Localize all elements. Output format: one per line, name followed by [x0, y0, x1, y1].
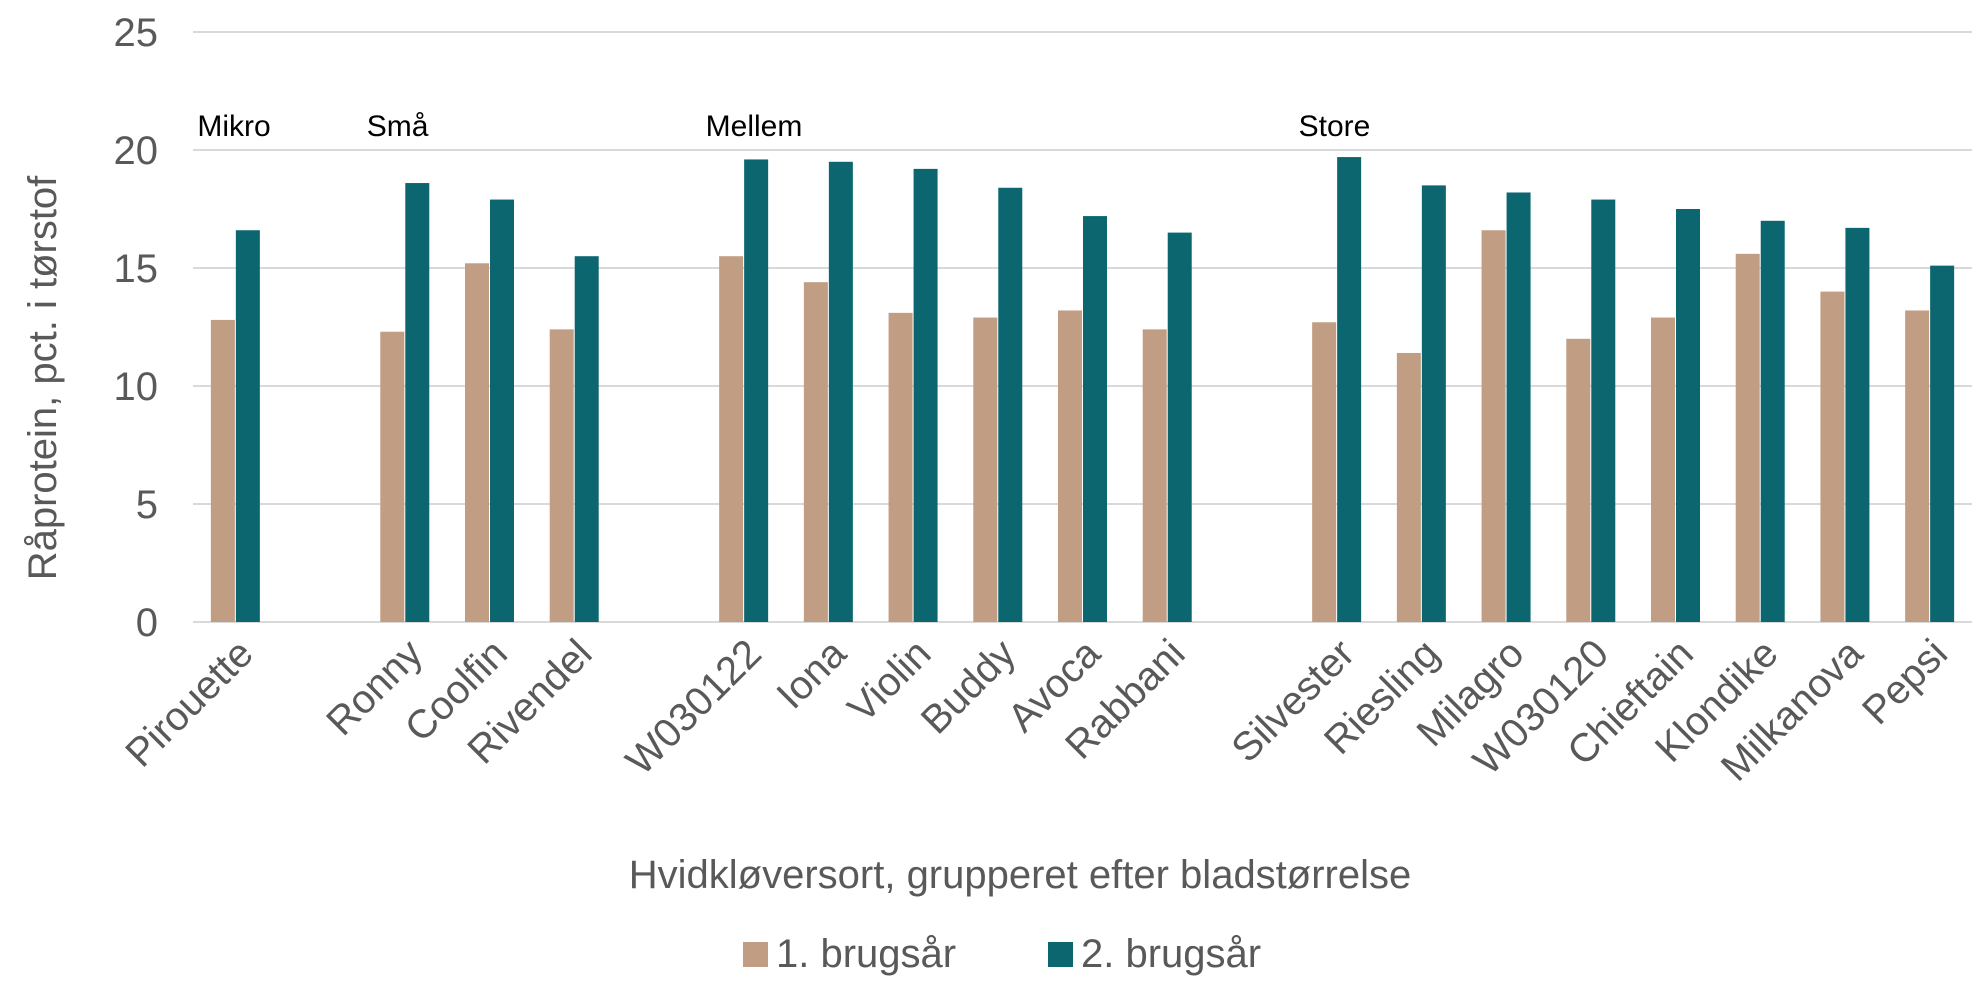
bar-1-violin [888, 312, 913, 622]
y-tick-label: 25 [114, 11, 159, 55]
y-tick-label: 20 [114, 129, 159, 173]
bar-2-pirouette [235, 230, 260, 623]
y-axis-title: Råprotein, pct. i tørstof [21, 175, 65, 580]
bar-2-rabbani [1167, 232, 1192, 622]
bar-1-riesling [1396, 352, 1421, 622]
bar-2-w030120 [1591, 199, 1616, 622]
bar-2-milagro [1506, 192, 1531, 623]
bar-1-klondike [1735, 253, 1760, 622]
group-label: Mikro [197, 110, 270, 143]
group-label: Store [1299, 110, 1371, 143]
bar-1-milkanova [1820, 291, 1845, 622]
bar-1-w030122 [719, 256, 744, 622]
bar-1-coolfin [465, 263, 489, 622]
bar-1-avoca [1058, 310, 1082, 622]
x-tick-label: Iona [769, 631, 856, 718]
bar-2-silvester [1337, 157, 1362, 622]
bar-1-rabbani [1142, 329, 1167, 622]
x-tick-label: Pirouette [117, 631, 261, 775]
bar-1-pirouette [210, 319, 235, 622]
bar-2-milkanova [1845, 227, 1870, 622]
legend-swatch-year-1 [743, 942, 768, 967]
y-tick-label: 5 [136, 483, 158, 527]
y-tick-label: 10 [114, 365, 159, 409]
bars-layer [210, 157, 1955, 623]
x-axis-title: Hvidkløversort, grupperet efter bladstør… [629, 853, 1412, 897]
bar-2-buddy [998, 187, 1023, 622]
bar-2-avoca [1083, 216, 1107, 622]
bar-1-silvester [1312, 322, 1337, 622]
legend-swatch-year-2 [1048, 942, 1073, 967]
bar-2-w030122 [744, 159, 769, 622]
x-tick-label: Pepsi [1854, 631, 1956, 733]
group-annotations: Mikro Små Mellem Store [197, 110, 1370, 143]
bar-1-ronny [380, 331, 405, 622]
bar-2-pepsi [1930, 265, 1955, 622]
x-tick-label: Buddy [913, 631, 1024, 742]
legend-label-year-2: 2. brugsår [1081, 932, 1261, 976]
legend-label-year-1: 1. brugsår [776, 932, 956, 976]
bar-1-w030120 [1566, 338, 1591, 622]
bar-2-chieftain [1676, 209, 1700, 622]
group-label: Små [367, 110, 429, 143]
bar-1-milagro [1481, 230, 1506, 623]
y-tick-labels: 0 5 10 15 20 25 [114, 11, 159, 645]
bar-2-rivendel [574, 256, 599, 622]
y-tick-label: 0 [136, 601, 158, 645]
group-label: Mellem [706, 110, 803, 143]
grid-layer [193, 31, 1972, 623]
bar-2-riesling [1421, 185, 1446, 622]
bar-1-rivendel [549, 329, 574, 622]
bar-2-violin [913, 168, 938, 622]
bar-2-ronny [405, 183, 430, 623]
bar-2-iona [828, 161, 853, 623]
x-tick-label: W030122 [618, 631, 770, 783]
bar-1-iona [803, 282, 828, 622]
bar-1-chieftain [1651, 317, 1675, 622]
legend: 1. brugsår 2. brugsår [743, 932, 1261, 976]
y-tick-label: 15 [114, 247, 159, 291]
bar-1-pepsi [1905, 310, 1930, 622]
bar-2-coolfin [490, 199, 514, 622]
bar-2-klondike [1760, 220, 1785, 623]
bar-1-buddy [973, 317, 998, 622]
